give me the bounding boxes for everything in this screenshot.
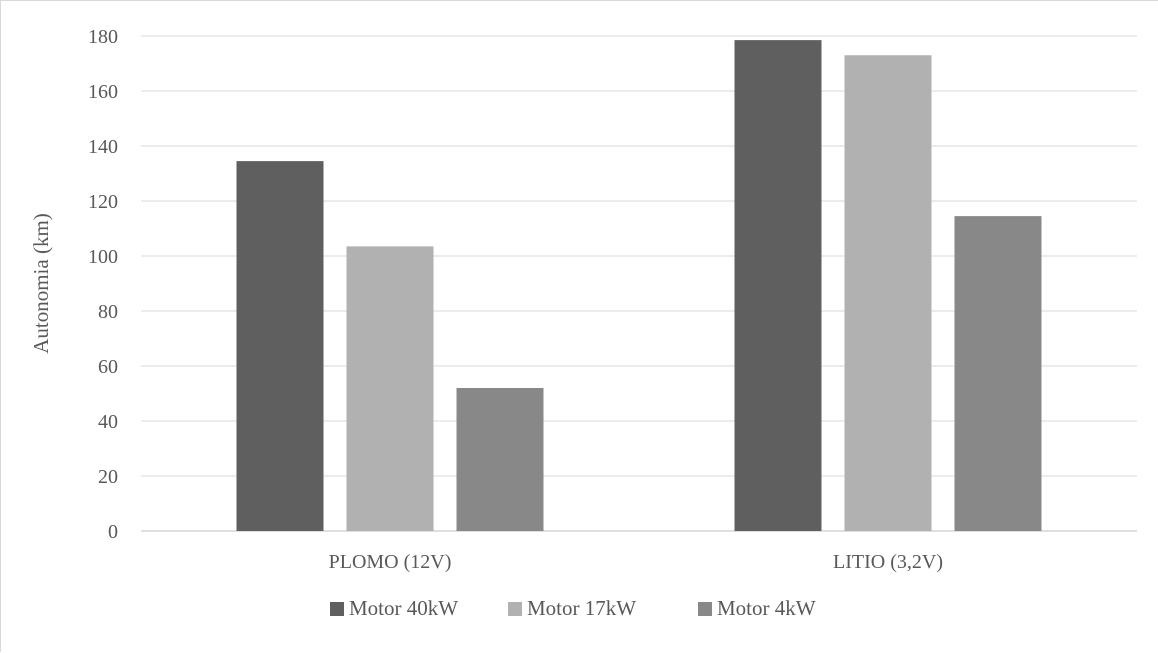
legend-swatch [698, 602, 712, 616]
y-tick-label: 60 [98, 356, 118, 378]
legend-label: Motor 4kW [717, 596, 816, 620]
bar [236, 161, 324, 531]
x-category-label: PLOMO (12V) [329, 551, 452, 573]
bar [346, 246, 434, 531]
y-tick-label: 120 [88, 191, 118, 213]
legend-label: Motor 17kW [527, 596, 636, 620]
y-tick-label: 20 [98, 466, 118, 488]
x-category-label: LITIO (3,2V) [833, 551, 943, 573]
y-tick-label: 160 [88, 81, 118, 103]
y-tick-label: 80 [98, 301, 118, 323]
bar [954, 216, 1042, 531]
legend-swatch [330, 602, 344, 616]
y-tick-label: 0 [108, 521, 118, 543]
bar [456, 388, 544, 531]
legend-label: Motor 40kW [349, 596, 458, 620]
legend-item: Motor 4kW [698, 596, 816, 620]
legend-swatch [508, 602, 522, 616]
y-axis-title: Autonomia (km) [29, 213, 53, 354]
legend-item: Motor 40kW [330, 596, 458, 620]
y-tick-label: 40 [98, 411, 118, 433]
bar [844, 55, 932, 531]
y-tick-label: 100 [88, 246, 118, 268]
legend-item: Motor 17kW [508, 596, 636, 620]
legend: Motor 40kW Motor 17kW Motor 4kW [330, 596, 816, 620]
y-tick-labels: 0 20 40 60 80 100 120 140 160 180 [88, 26, 118, 543]
bar [734, 40, 822, 531]
bars [236, 40, 1042, 531]
y-tick-label: 180 [88, 26, 118, 48]
x-category-labels: PLOMO (12V) LITIO (3,2V) [329, 551, 943, 573]
y-tick-label: 140 [88, 136, 118, 158]
